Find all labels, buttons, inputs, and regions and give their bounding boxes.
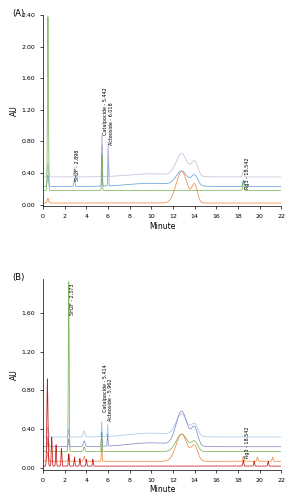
- Y-axis label: AU: AU: [10, 105, 19, 116]
- Text: Rg3 - 18.542: Rg3 - 18.542: [245, 158, 250, 189]
- X-axis label: Minute: Minute: [149, 486, 175, 494]
- Text: 5H2F - 2.373: 5H2F - 2.373: [70, 283, 75, 314]
- Y-axis label: AU: AU: [10, 369, 19, 380]
- X-axis label: Minute: Minute: [149, 222, 175, 230]
- Text: (A): (A): [12, 10, 24, 18]
- Text: Acteoside - 6.018: Acteoside - 6.018: [109, 102, 114, 146]
- Text: Rg3 - 18.542: Rg3 - 18.542: [245, 427, 250, 458]
- Text: Acteoside - 5.962: Acteoside - 5.962: [108, 379, 113, 422]
- Text: Catalpocide - 5.442: Catalpocide - 5.442: [103, 88, 108, 135]
- Text: Catalpocide - 5.414: Catalpocide - 5.414: [102, 364, 108, 412]
- Text: (B): (B): [12, 273, 24, 282]
- Text: 5H2F - 2.898: 5H2F - 2.898: [75, 150, 80, 181]
